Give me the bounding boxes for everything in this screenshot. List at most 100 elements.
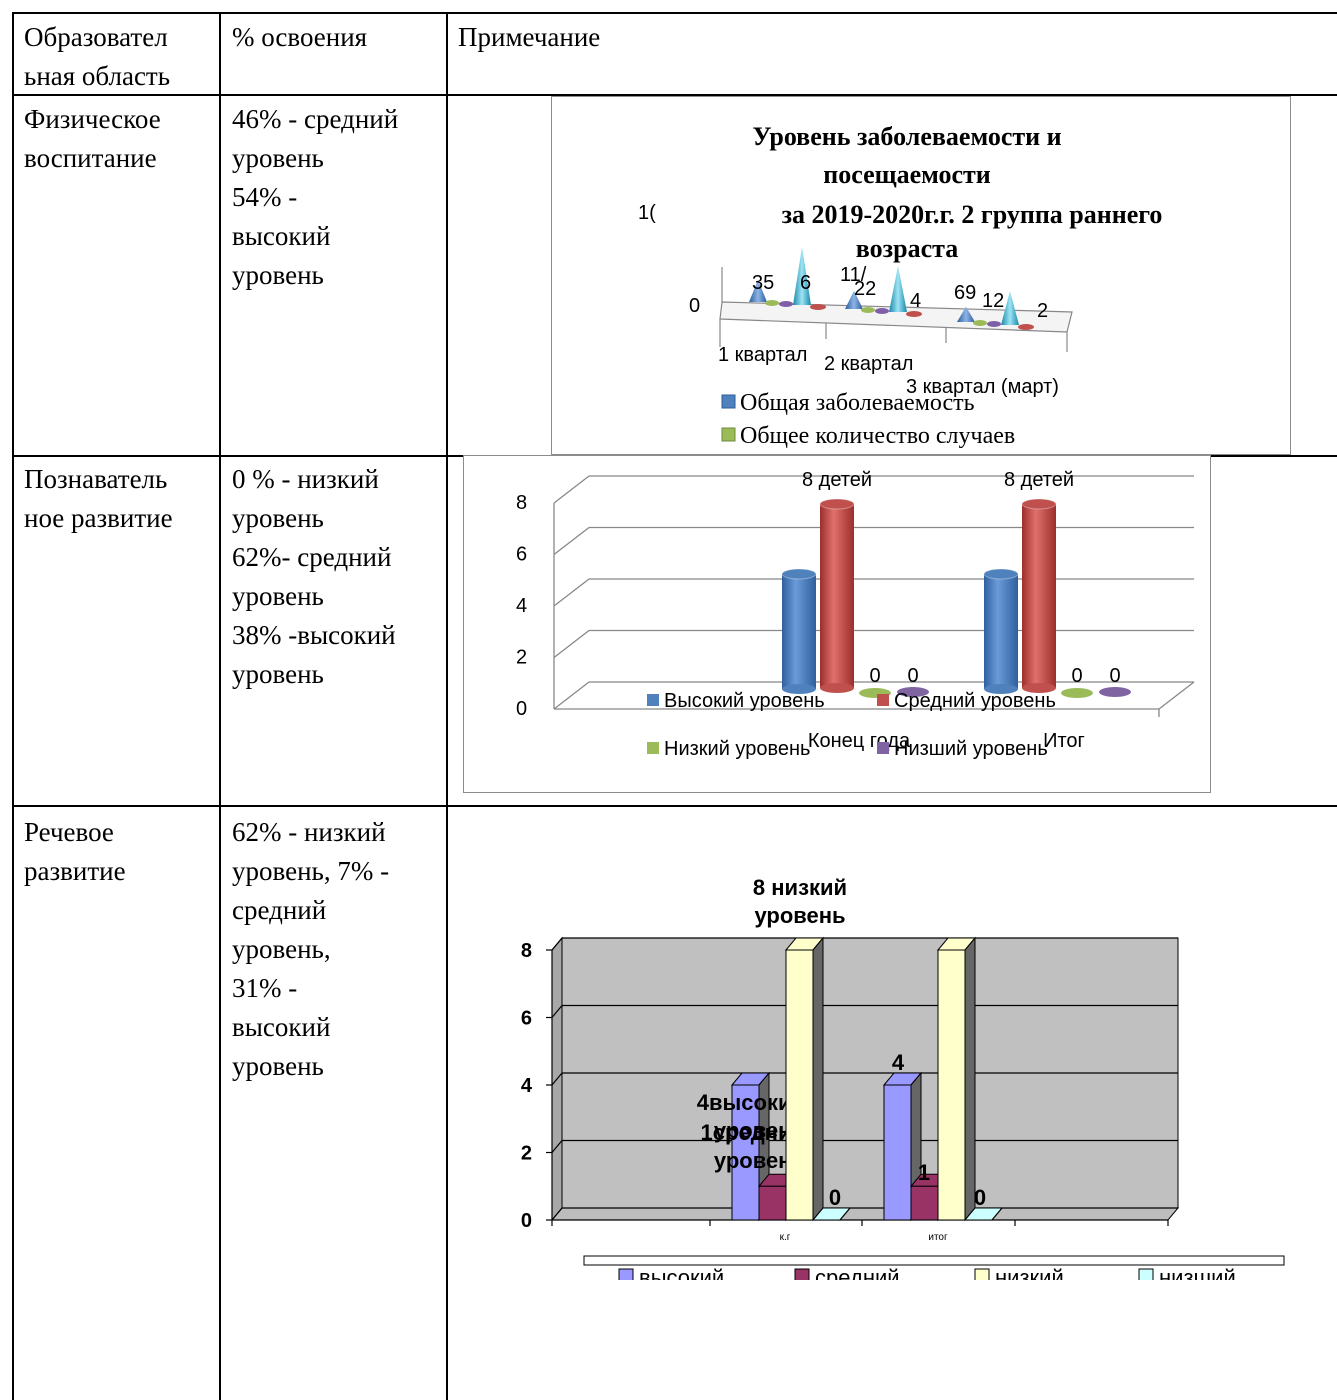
legend-label-low: Низкий уровень xyxy=(664,738,810,760)
chart3-ytick: 2 xyxy=(521,1143,532,1165)
cylinder-top xyxy=(819,498,855,510)
chart2-value-label: 0 xyxy=(869,665,880,687)
disc-red xyxy=(906,311,922,317)
chart3-category-2: итог xyxy=(928,1232,948,1243)
chart3-value-label: 1 xyxy=(918,1160,930,1185)
table-row-divider-3 xyxy=(12,805,1337,807)
chart3-legend-clip: высокий средний низкий низший xyxy=(618,1265,1236,1280)
cone-cases xyxy=(889,266,907,312)
bar-side xyxy=(812,936,824,1222)
chart3-value-label: 0 xyxy=(974,1185,986,1210)
bar-низкий xyxy=(785,949,814,1221)
disc-purple xyxy=(987,321,1001,327)
table-border-left xyxy=(12,12,14,1400)
chart3-ytick: 4 xyxy=(521,1075,533,1097)
cylinder-base xyxy=(820,683,854,693)
disc-green xyxy=(765,300,779,306)
chart1-value-label: 4 xyxy=(910,290,921,312)
cylinder-flat xyxy=(1061,688,1093,698)
header-area: Образовател ьная область xyxy=(24,22,171,91)
table-row-divider-1 xyxy=(12,94,1337,96)
chart2-ytick: 2 xyxy=(516,647,527,669)
disc-purple xyxy=(779,301,793,307)
chart1-category-3: 3 квартал (март) xyxy=(906,376,1059,398)
disc-purple xyxy=(875,308,889,314)
disc-green xyxy=(973,320,987,326)
chart2-value-label: 0 xyxy=(1109,665,1120,687)
cylinder-base xyxy=(984,684,1018,694)
chart2-value-label: 0 xyxy=(907,665,918,687)
cylinder-flat xyxy=(1099,687,1131,697)
chart2-ytick: 4 xyxy=(516,595,527,617)
chart3-grid-diag xyxy=(551,1207,563,1221)
cylinder-0 xyxy=(782,574,816,689)
legend-label-medium: Средний уровень xyxy=(894,690,1056,712)
header-note: Примечание xyxy=(458,22,601,52)
legend-swatch-nizkiy xyxy=(974,1268,990,1280)
bar-низкий xyxy=(937,949,966,1221)
chart3-value-label: уровень xyxy=(754,903,845,928)
chart3-value-label: 8 низкий xyxy=(753,875,847,900)
row1-area: Физическое воспитание xyxy=(24,104,161,173)
chart3-legend-box xyxy=(583,1255,1285,1266)
chart1-axis-tick-zero: 0 xyxy=(689,295,700,317)
legend-swatch-morbidity xyxy=(721,394,736,409)
cylinder-1 xyxy=(820,504,854,688)
legend-swatch-cases xyxy=(721,427,736,442)
legend-label-nizshiy: низший xyxy=(1159,1265,1236,1280)
disc-green xyxy=(861,307,875,313)
bar-side xyxy=(991,1207,1003,1221)
cylinder-top xyxy=(781,568,817,580)
chart3-grid-diag xyxy=(551,1140,563,1153)
disc-red xyxy=(1018,324,1034,330)
cylinder-top xyxy=(983,568,1019,580)
legend-swatch-medium xyxy=(877,694,889,706)
chart1-value-label: 11/ xyxy=(840,264,867,286)
chart3-grid-diag xyxy=(551,937,563,951)
legend-swatch-vysokiy xyxy=(618,1268,634,1280)
chart1-title-line4: возраста xyxy=(856,234,958,263)
chart1-title-line3: за 2019-2020г.г. 2 группа раннего xyxy=(782,200,1163,229)
chart2-value-label: 8 детей xyxy=(1004,469,1074,491)
chart3-grid-diag xyxy=(551,1005,563,1018)
legend-label-sredniy: средний xyxy=(815,1265,900,1280)
table-col-divider-2 xyxy=(446,12,448,1400)
row3-area: Речевое развитие xyxy=(24,817,126,886)
row1-percent: 46% - средний уровень 54% - высокий уров… xyxy=(232,104,399,290)
disc-red xyxy=(810,304,826,310)
morbidity-chart: 35 6 11/22 4 69 12 2 Уровень заболеваемости и … xyxy=(551,96,1291,455)
cylinder-1 xyxy=(1022,504,1056,688)
legend-label-vysokiy: высокий xyxy=(639,1265,724,1280)
chart1-value-label: 22 xyxy=(854,278,876,300)
legend-label-cases: Общее количество случаев xyxy=(740,423,1015,449)
chart3-ytick: 8 xyxy=(521,940,532,962)
cone-morbidity xyxy=(845,290,863,309)
chart1-category-1: 1 квартал xyxy=(718,344,807,366)
chart1-value-label: 2 xyxy=(1037,300,1048,322)
chart1-category-2: 2 квартал xyxy=(824,353,913,375)
legend-swatch-sredniy xyxy=(794,1268,810,1280)
header-percent: % освоения xyxy=(232,22,368,52)
chart2-floor-right xyxy=(1158,681,1195,710)
legend-swatch-nizshiy xyxy=(1138,1268,1154,1280)
chart3-value-label: 4 xyxy=(892,1050,905,1075)
morbidity-chart-svg: 35 6 11/224 69 12 2 Уровень заболеваемости и … xyxy=(638,122,1163,449)
cone-cases xyxy=(1001,291,1019,325)
legend-label-morbidity: Общая заболеваемость xyxy=(740,390,975,416)
legend-label-high: Высокий уровень xyxy=(664,690,825,712)
cylinder-0 xyxy=(984,574,1018,689)
chart2-ytick: 6 xyxy=(516,544,527,566)
bar-высокий xyxy=(883,1084,912,1221)
legend-swatch-lowest xyxy=(877,742,889,754)
bar-средний xyxy=(758,1185,787,1221)
chart3-ytick: 0 xyxy=(521,1210,532,1232)
bar-высокий xyxy=(731,1084,760,1221)
legend-swatch-low xyxy=(647,742,659,754)
table-border-top xyxy=(12,12,1337,14)
row3-percent: 62% - низкий уровень, 7% - средний урове… xyxy=(232,817,390,1081)
chart2-grid-diag xyxy=(553,578,590,607)
row2-percent: 0 % - низкий уровень 62%- средний уровен… xyxy=(232,464,396,689)
